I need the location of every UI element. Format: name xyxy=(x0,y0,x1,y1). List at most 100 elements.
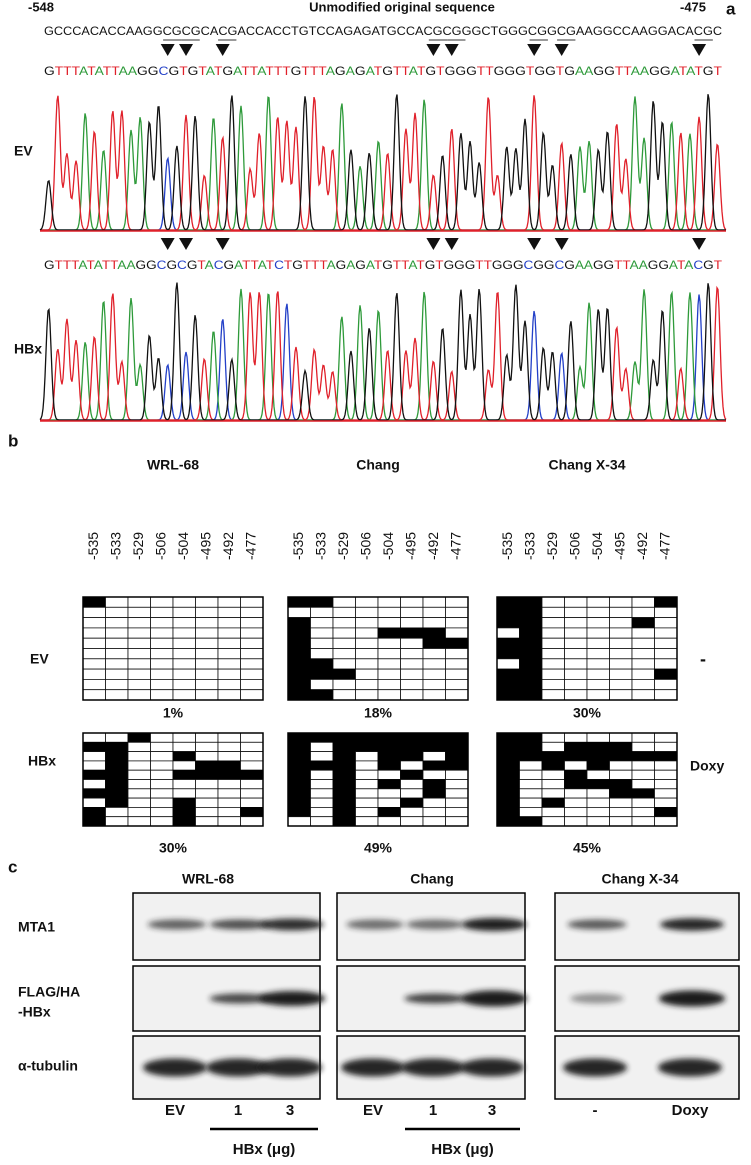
methylation-cell xyxy=(586,627,610,639)
methylation-cell xyxy=(105,658,129,670)
methylation-cell xyxy=(564,627,588,639)
methylation-cell xyxy=(287,751,311,762)
cpg-marker xyxy=(426,238,441,250)
methylation-cell xyxy=(82,648,106,660)
methylation-cell xyxy=(541,807,565,818)
cpg-position: -535 xyxy=(499,532,515,560)
methylation-cell xyxy=(127,648,151,660)
methylation-cell xyxy=(172,732,196,743)
methylation-cell xyxy=(310,816,334,827)
cpg-marker xyxy=(215,44,230,56)
chromatogram-trace xyxy=(40,95,727,231)
methylation-cell xyxy=(422,741,446,752)
methylation-cell xyxy=(310,732,334,743)
methylation-cell xyxy=(240,637,264,649)
methylation-cell xyxy=(82,788,106,799)
methylation-cell xyxy=(631,606,655,618)
methylation-cell xyxy=(240,617,264,629)
methylation-cell xyxy=(310,779,334,790)
methylation-cell xyxy=(422,627,446,639)
methylation-cell xyxy=(105,788,129,799)
cpg-position: -506 xyxy=(566,532,582,560)
cpg-marker xyxy=(160,238,175,250)
methylation-cell xyxy=(586,788,610,799)
methylation-cell xyxy=(654,606,678,618)
methylation-cell xyxy=(496,751,520,762)
methylation-cell xyxy=(195,606,219,618)
methylation-cell xyxy=(519,769,543,780)
methylation-cell xyxy=(240,668,264,680)
methylation-cell xyxy=(127,627,151,639)
methylation-cell xyxy=(564,816,588,827)
methylation-cell xyxy=(310,741,334,752)
methylation-cell xyxy=(631,769,655,780)
cpg-position: -506 xyxy=(357,532,373,560)
methylation-cell xyxy=(240,732,264,743)
methylation-cell xyxy=(195,751,219,762)
methylation-cell xyxy=(127,760,151,771)
cpg-position: -533 xyxy=(521,532,537,560)
grid-frame xyxy=(82,732,264,827)
methylation-cell xyxy=(422,617,446,629)
row-label: α-tubulin xyxy=(18,1058,78,1074)
methylation-cell xyxy=(654,732,678,743)
methylation-cell xyxy=(217,689,241,701)
cpg-position: -529 xyxy=(130,532,146,560)
trace-sequence: G TTTATATTA A G G C G TG TATG ATTATTTG TTTA G A G ATG T… xyxy=(44,66,722,78)
methylation-cell xyxy=(400,732,424,743)
cell-line-title: WRL-68 xyxy=(147,457,199,473)
methylation-cell xyxy=(172,617,196,629)
methylation-cell xyxy=(564,760,588,771)
methylation-cell xyxy=(287,788,311,799)
methylation-cell xyxy=(240,658,264,670)
cpg-position: -495 xyxy=(197,532,213,560)
cpg-marker xyxy=(426,44,441,56)
methylation-cell xyxy=(445,679,469,691)
methylation-cell xyxy=(287,596,311,608)
methylation-cell xyxy=(541,816,565,827)
methylation-cell xyxy=(332,769,356,780)
methylation-cell xyxy=(310,751,334,762)
methylation-cell xyxy=(332,760,356,771)
methylation-cell xyxy=(496,668,520,680)
methylation-cell xyxy=(445,741,469,752)
methylation-cell xyxy=(519,732,543,743)
methylation-cell xyxy=(355,807,379,818)
panel-label: b xyxy=(8,431,18,450)
methylation-cell xyxy=(355,648,379,660)
methylation-cell xyxy=(217,627,241,639)
methylation-cell xyxy=(105,627,129,639)
methylation-cell xyxy=(127,788,151,799)
methylation-cell xyxy=(496,741,520,752)
methylation-cell xyxy=(195,617,219,629)
methylation-cell xyxy=(519,627,543,639)
methylation-cell xyxy=(195,627,219,639)
methylation-cell xyxy=(240,606,264,618)
treatment-label: - xyxy=(700,649,706,669)
methylation-cell xyxy=(150,606,174,618)
trace-sequence: G TTTATATTAAG G CG CG TACG ATTATCTG TTTAG AG ATG T… xyxy=(44,260,722,272)
methylation-cell xyxy=(422,816,446,827)
methylation-cell xyxy=(287,627,311,639)
methylation-cell xyxy=(422,668,446,680)
methylation-cell xyxy=(217,596,241,608)
methylation-cell xyxy=(82,627,106,639)
methylation-cell xyxy=(586,760,610,771)
methylation-cell xyxy=(609,596,633,608)
methylation-cell xyxy=(195,732,219,743)
methylation-cell xyxy=(195,797,219,808)
methylation-cell xyxy=(82,606,106,618)
methylation-cell xyxy=(609,648,633,660)
methylation-cell xyxy=(564,788,588,799)
cpg-marker xyxy=(215,238,230,250)
methylation-cell xyxy=(586,779,610,790)
methylation-cell xyxy=(105,668,129,680)
grid-frame xyxy=(287,596,469,701)
methylation-cell xyxy=(287,679,311,691)
methylation-cell xyxy=(586,658,610,670)
methylation-cell xyxy=(422,779,446,790)
methylation-cell xyxy=(355,679,379,691)
methylation-cell xyxy=(654,788,678,799)
lane-label: Doxy xyxy=(672,1102,709,1119)
methylation-cell xyxy=(564,606,588,618)
